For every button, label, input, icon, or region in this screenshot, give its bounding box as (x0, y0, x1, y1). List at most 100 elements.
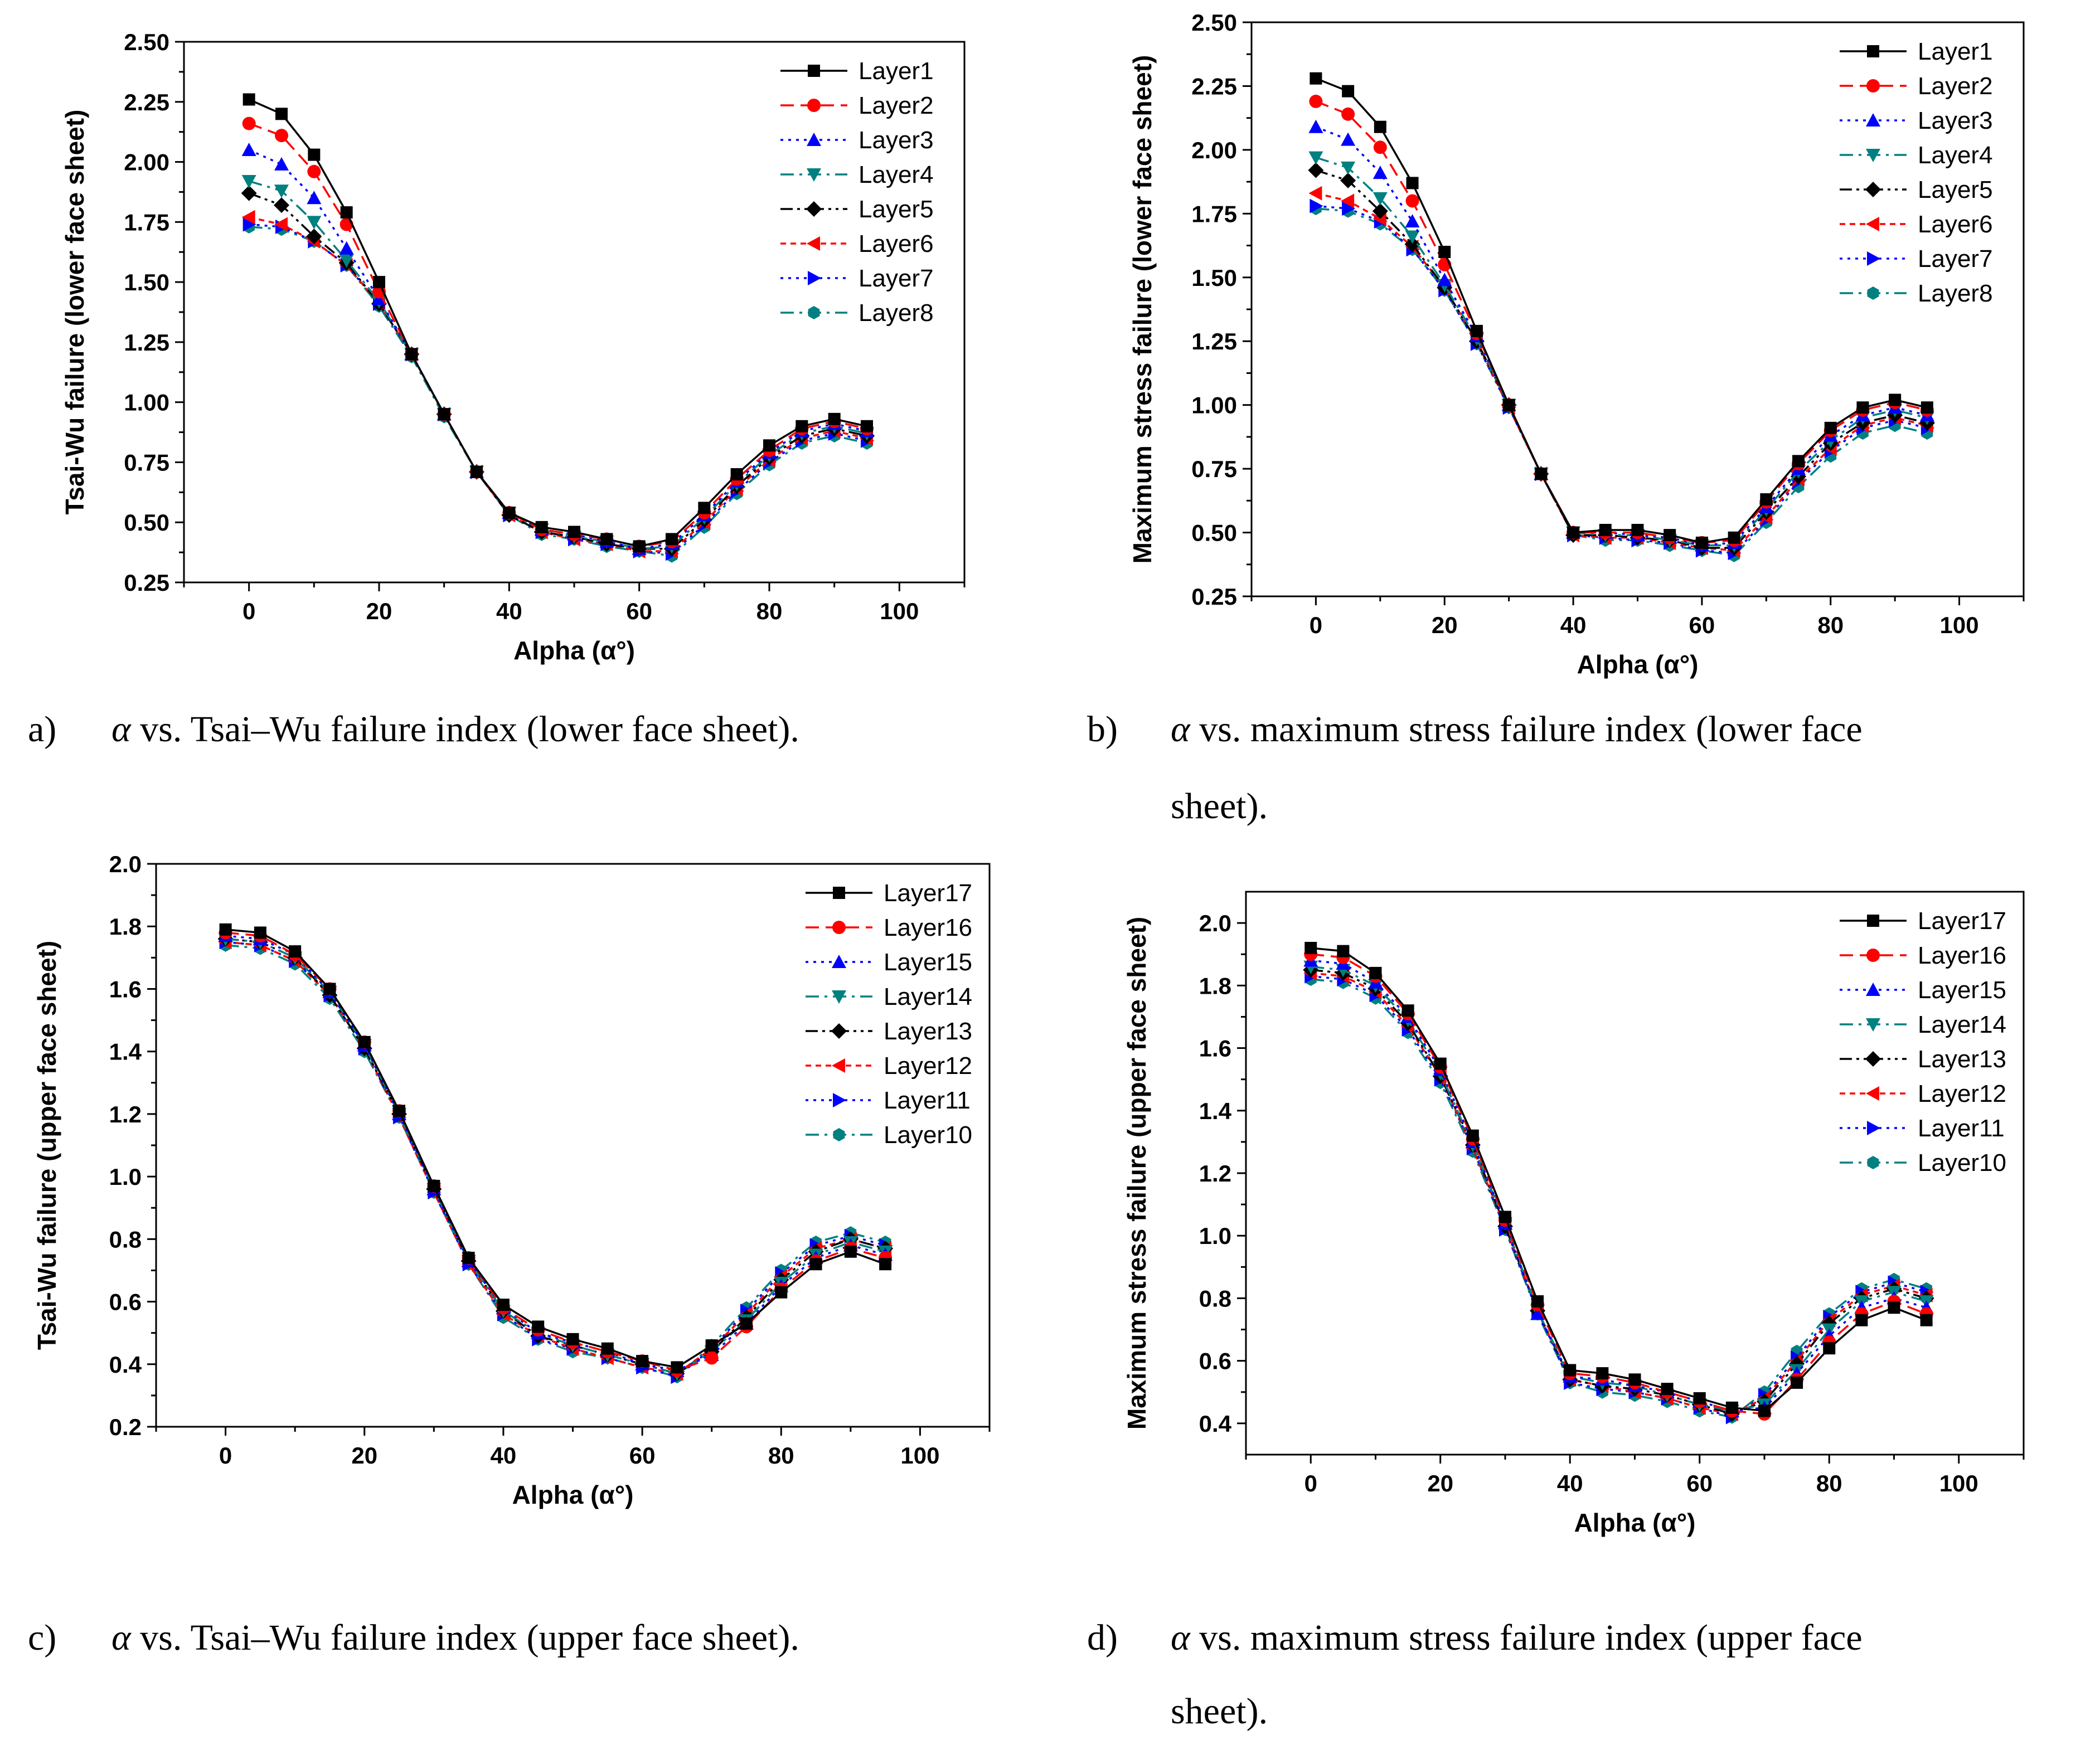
data-point (1470, 324, 1483, 337)
data-point (1789, 1356, 1805, 1372)
data-point (242, 116, 256, 130)
legend-label: Layer4 (859, 161, 934, 188)
chart-panel-a: 0 20 40 60 80 100 0.25 0.50 0.75 1.00 1.25 1.50 1.75… (0, 0, 1048, 686)
legend-label: Layer11 (884, 1087, 971, 1114)
legend-marker (1866, 113, 1880, 127)
x-tick-label: 80 (768, 1442, 794, 1469)
data-point (1693, 1392, 1706, 1404)
data-point (241, 143, 256, 156)
series-layer15 (218, 929, 893, 1377)
series-line (1311, 965, 1927, 1412)
legend-marker (833, 887, 845, 899)
data-point (666, 533, 678, 546)
legend-marker (808, 271, 821, 285)
data-point (705, 1351, 719, 1365)
legend-label: Layer14 (1918, 1011, 2006, 1038)
data-point (1308, 186, 1322, 201)
data-point (1760, 493, 1773, 506)
legend-marker (1866, 1018, 1880, 1032)
legend-marker (807, 133, 821, 146)
series-layer13 (217, 931, 894, 1382)
data-point (1401, 1004, 1414, 1017)
chart-a-svg: 0 20 40 60 80 100 0.25 0.50 0.75 1.00 1.25 1.50 1.75… (60, 29, 966, 665)
legend-label: Layer5 (859, 196, 934, 223)
x-tick-label: 20 (1427, 1470, 1453, 1496)
x-tick-label: 80 (756, 598, 783, 624)
data-point (274, 157, 289, 171)
legend-marker (1865, 182, 1881, 197)
data-point (1596, 1367, 1609, 1380)
data-point (358, 1036, 371, 1048)
data-point (393, 1105, 406, 1117)
data-point (633, 540, 646, 553)
series-layer12 (218, 935, 892, 1381)
series-line (225, 931, 886, 1372)
data-point (275, 129, 288, 143)
x-axis-label: Alpha (α°) (512, 1480, 634, 1509)
legend-marker (807, 168, 821, 182)
y-tick-label: 1.25 (1191, 328, 1237, 354)
data-point (340, 206, 353, 219)
y-tick-label: 1.2 (1199, 1160, 1231, 1187)
legend-marker (1866, 79, 1880, 93)
series-line (1315, 169, 1928, 549)
legend-marker (807, 99, 821, 112)
data-point (763, 439, 775, 452)
series-layer10 (220, 938, 891, 1384)
series-layer7 (1310, 198, 1934, 561)
plot-frame (1250, 21, 2025, 597)
y-tick-label: 2.50 (1191, 9, 1237, 36)
series-layer6 (241, 210, 873, 558)
data-point (241, 210, 255, 225)
data-point (1725, 1401, 1738, 1414)
x-tick-label: 60 (1689, 612, 1715, 638)
data-point (1531, 1295, 1544, 1308)
series-layer1 (243, 93, 873, 553)
data-point (1792, 455, 1805, 468)
y-tick-label: 0.8 (1199, 1285, 1231, 1311)
y-axis-label: Maximum stress failure (lower face sheet… (1128, 55, 1157, 564)
data-point (740, 1317, 753, 1330)
y-tick-label: 1.50 (124, 269, 169, 295)
data-point (698, 502, 711, 514)
data-point (1823, 1342, 1836, 1355)
data-point (1310, 198, 1323, 213)
series-line (225, 937, 886, 1375)
y-tick-label: 0.4 (109, 1352, 142, 1378)
data-point (1404, 236, 1420, 252)
caption-a-letter: a) (28, 709, 57, 750)
legend-label: Layer2 (1918, 72, 1993, 100)
data-point (1308, 119, 1323, 133)
data-point (1309, 94, 1323, 108)
chart-b-svg: 0 20 40 60 80 100 0.25 0.50 0.75 1.00 1.25 1.50 1.75… (1128, 9, 2025, 679)
y-tick-label: 1.6 (109, 976, 142, 1002)
data-point (1791, 1376, 1803, 1389)
data-point (1308, 151, 1323, 165)
x-axis-label: Alpha (α°) (1577, 650, 1699, 679)
series-layer3 (241, 143, 874, 555)
legend-marker (1866, 949, 1880, 962)
series-line (249, 122, 867, 548)
legend-marker (1866, 217, 1879, 231)
legend-label: Layer7 (1918, 245, 1993, 273)
data-point (438, 408, 450, 421)
series-layer17 (1304, 942, 1933, 1417)
data-point (323, 983, 336, 995)
series-line (249, 180, 867, 550)
legend-marker (1866, 149, 1880, 162)
y-tick-label: 1.8 (1199, 973, 1231, 999)
series-layer17 (219, 923, 892, 1374)
caption-b-text: vs. maximum stress failure index (lower … (1190, 709, 1863, 750)
x-tick-label: 0 (219, 1442, 232, 1469)
data-point (307, 216, 322, 230)
series-layer8 (1310, 202, 1933, 562)
y-tick-label: 2.25 (124, 89, 169, 115)
y-tick-label: 1.0 (109, 1164, 142, 1190)
data-point (828, 412, 841, 425)
legend-marker (833, 1093, 846, 1107)
caption-b-cont: sheet). (1171, 786, 1268, 827)
data-point (1824, 421, 1837, 434)
legend-marker (808, 306, 820, 319)
legend-label: Layer3 (1918, 107, 1993, 134)
y-tick-label: 0.2 (109, 1414, 142, 1440)
